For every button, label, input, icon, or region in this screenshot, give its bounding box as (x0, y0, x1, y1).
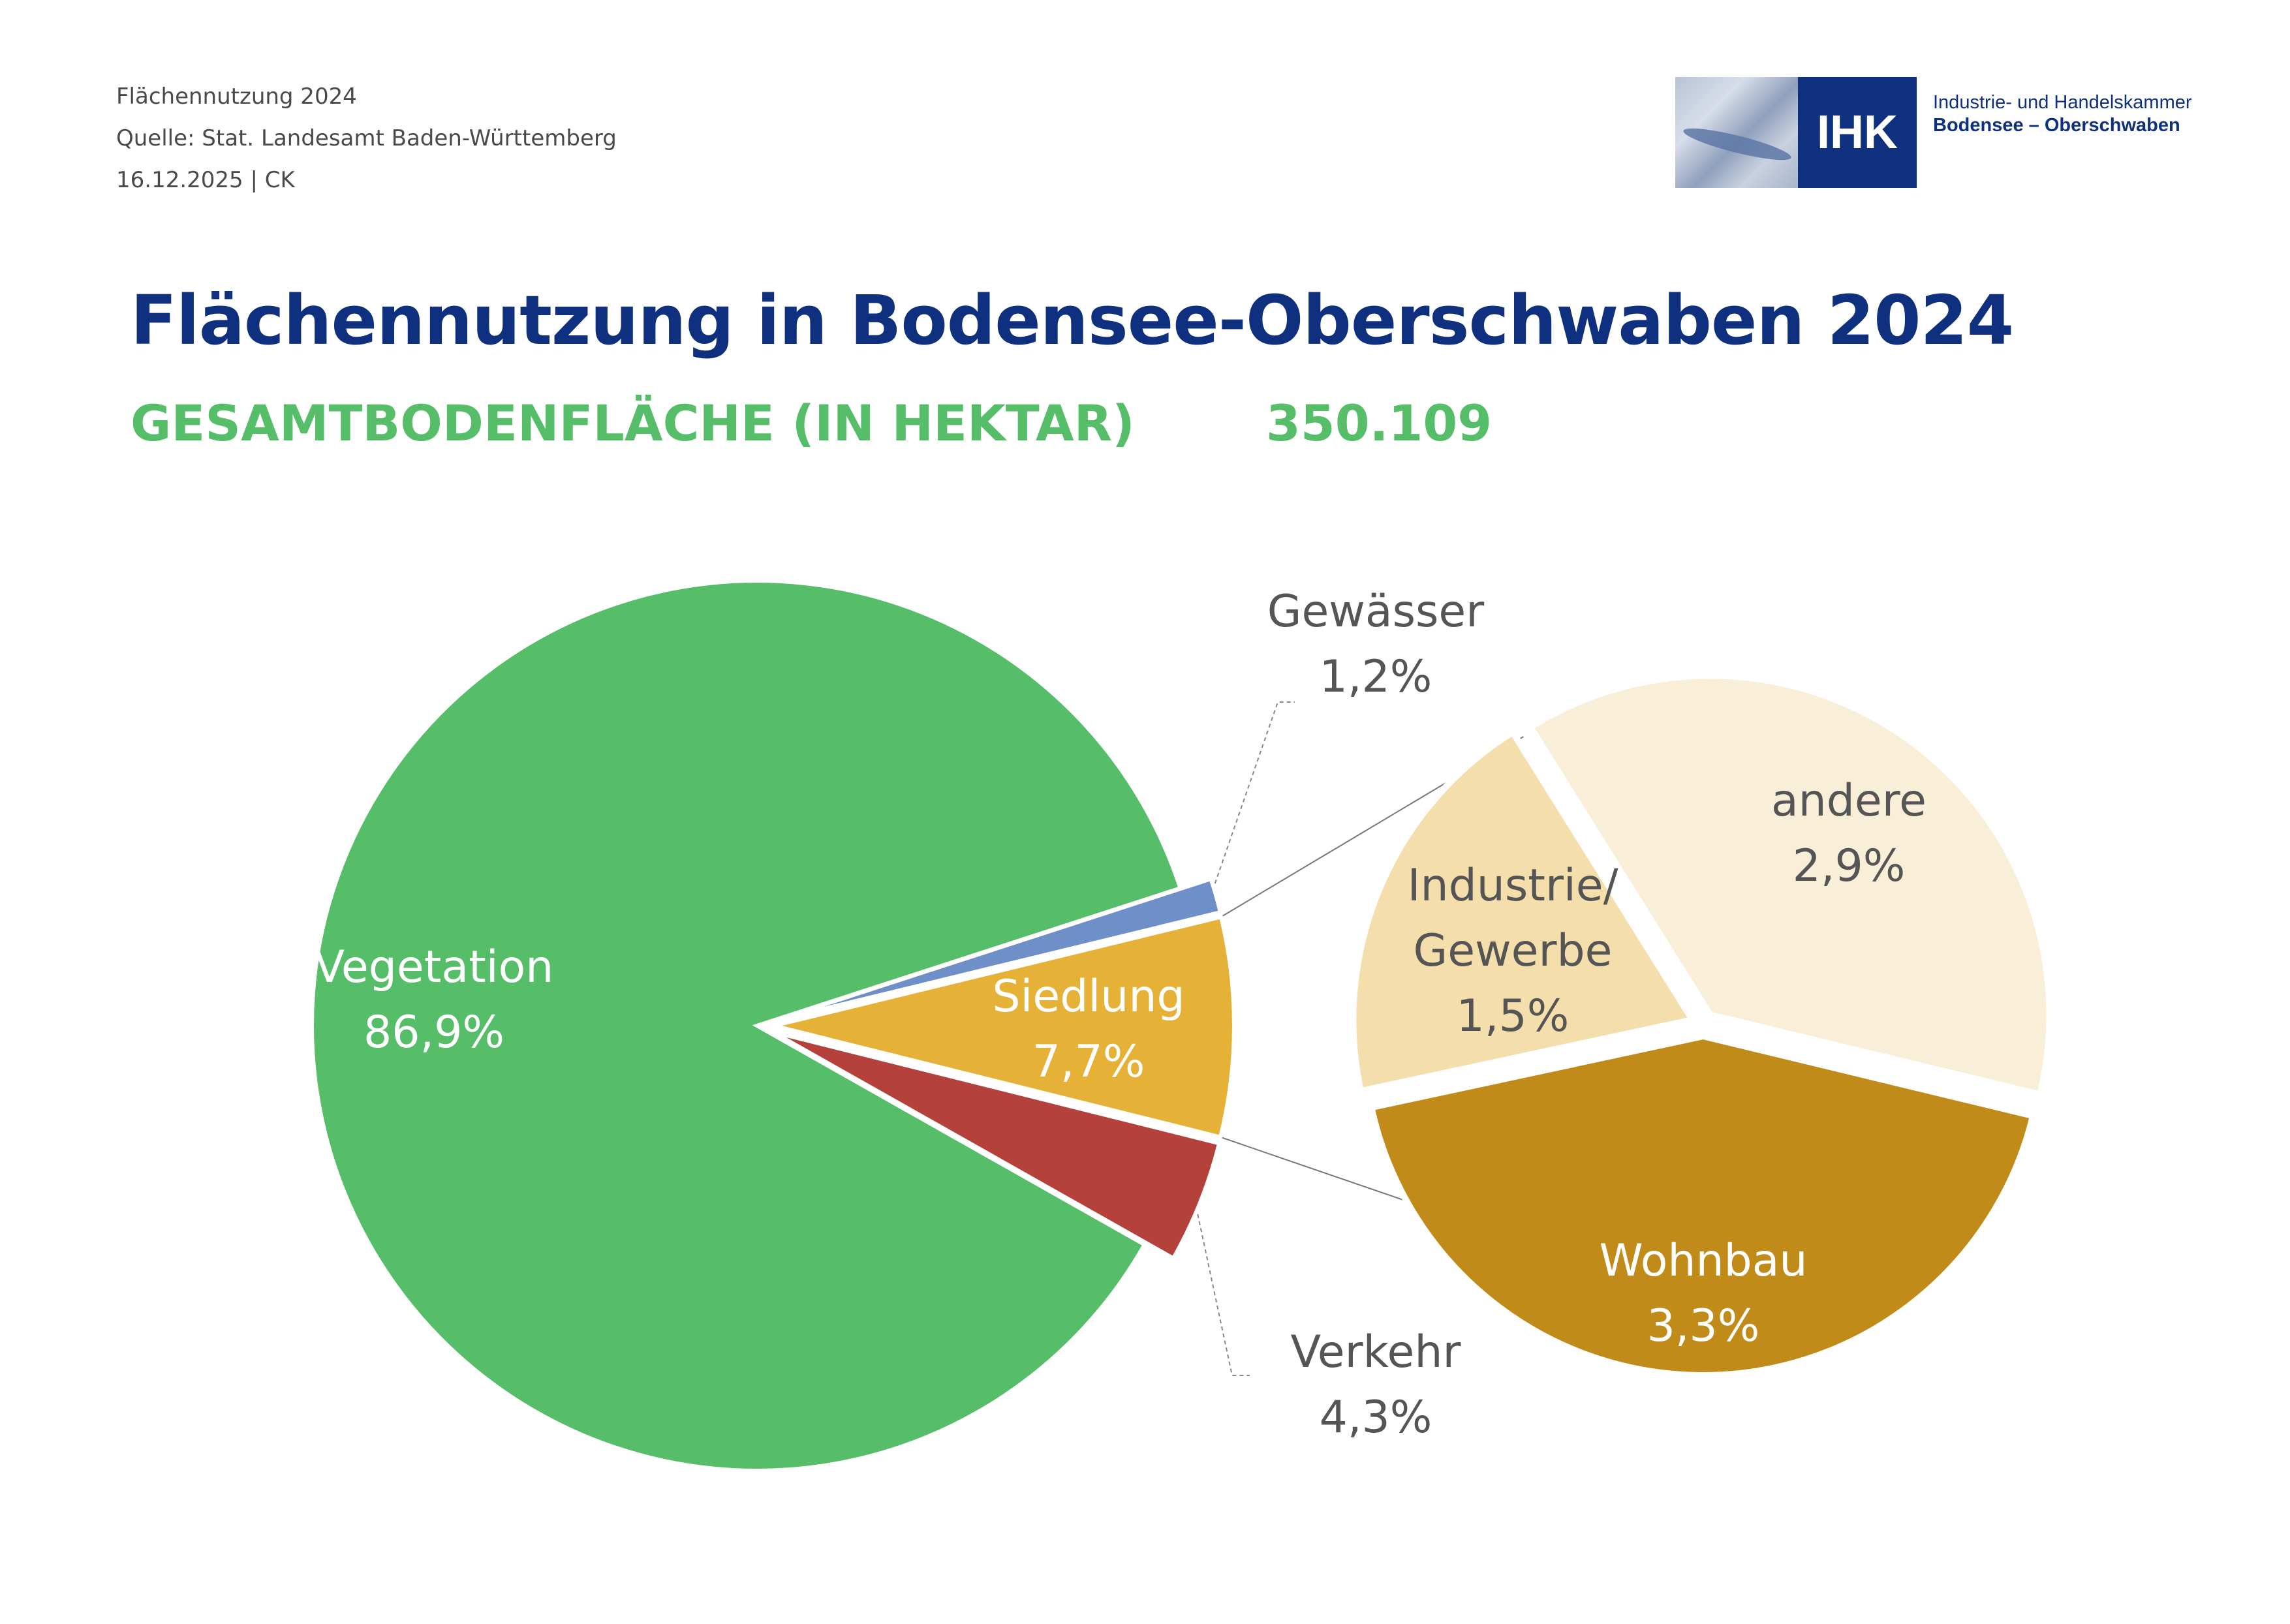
label-vegetation: Vegetation 86,9% (315, 942, 554, 1058)
label-siedlung: Siedlung 7,7% (992, 971, 1184, 1088)
page-subtitle: GESAMTBODENFLÄCHE (IN HEKTAR) (131, 394, 1135, 452)
header-chart-name: Flächennutzung 2024 (116, 84, 357, 110)
sub-slice-industrie-gewerbe (1350, 728, 1698, 1095)
logo-mark: IHK (1798, 77, 1917, 188)
siedlung-breakdown-pie (1350, 672, 2053, 1379)
logo-org-line2: Bodensee – Oberschwaben (1933, 115, 2180, 136)
leader-gewaesser (1209, 701, 1295, 898)
page-title: Flächennutzung in Bodensee-Oberschwaben … (131, 281, 2014, 360)
logo-picture (1675, 77, 1798, 188)
pie-slice-gewässer (773, 876, 1223, 1023)
pie-slice-vegetation (310, 579, 1183, 1473)
pie-slice-verkehr (771, 1030, 1222, 1261)
total-area-value: 350.109 (1266, 394, 1493, 452)
label-industrie-gewerbe: Industrie/Gewerbe 1,5% (1407, 860, 1618, 1042)
label-gewaesser: Gewässer 1,2% (1267, 586, 1485, 703)
leader-verkehr (1194, 1200, 1250, 1376)
slice-labels: Vegetation 86,9% Siedlung 7,7% Gewässer 1,2% V… (315, 586, 1926, 1443)
pie-slice-siedlung (773, 914, 1236, 1140)
logo-org-line1: Industrie- und Handelskammer (1933, 92, 2192, 113)
header-source: Quelle: Stat. Landesamt Baden-Württember… (116, 125, 617, 151)
ihk-logo: IHK (1675, 77, 1917, 188)
connector-line-bottom (1220, 1136, 1416, 1205)
label-andere: andere 2,9% (1771, 775, 1926, 892)
main-pie (310, 579, 1236, 1473)
header-date-author: 16.12.2025 | CK (116, 167, 295, 193)
sub-slice-wohnbau (1367, 1032, 2037, 1379)
sub-slice-andere (1526, 672, 2053, 1099)
label-wohnbau: Wohnbau 3,3% (1600, 1235, 1808, 1352)
label-verkehr: Verkehr 4,3% (1291, 1326, 1461, 1443)
